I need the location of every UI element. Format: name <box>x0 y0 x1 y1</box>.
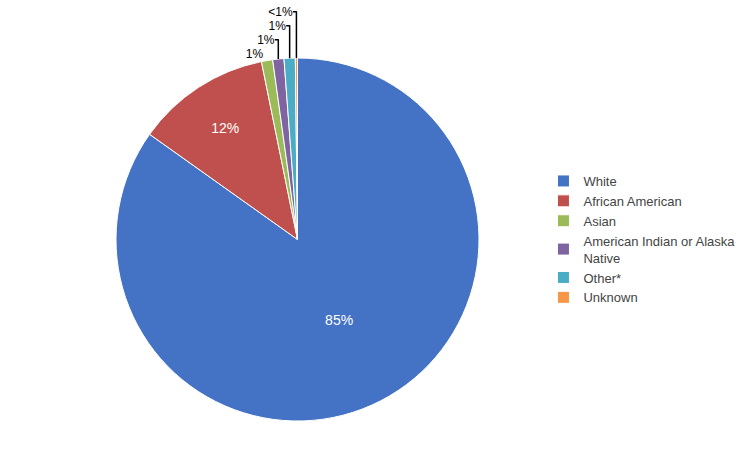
svg-text:1%: 1% <box>268 19 286 33</box>
svg-text:White: White <box>583 174 616 189</box>
svg-text:1%: 1% <box>246 47 264 61</box>
svg-text:Asian: Asian <box>583 214 616 229</box>
svg-text:1%: 1% <box>257 33 275 47</box>
svg-text:Other*: Other* <box>583 271 621 286</box>
svg-text:<1%: <1% <box>268 5 293 19</box>
svg-text:African American: African American <box>583 194 681 209</box>
svg-text:85%: 85% <box>325 312 353 328</box>
svg-text:12%: 12% <box>211 120 239 136</box>
svg-text:Unknown: Unknown <box>583 290 637 305</box>
svg-text:American Indian or AlaskaNativ: American Indian or AlaskaNative <box>583 234 735 266</box>
